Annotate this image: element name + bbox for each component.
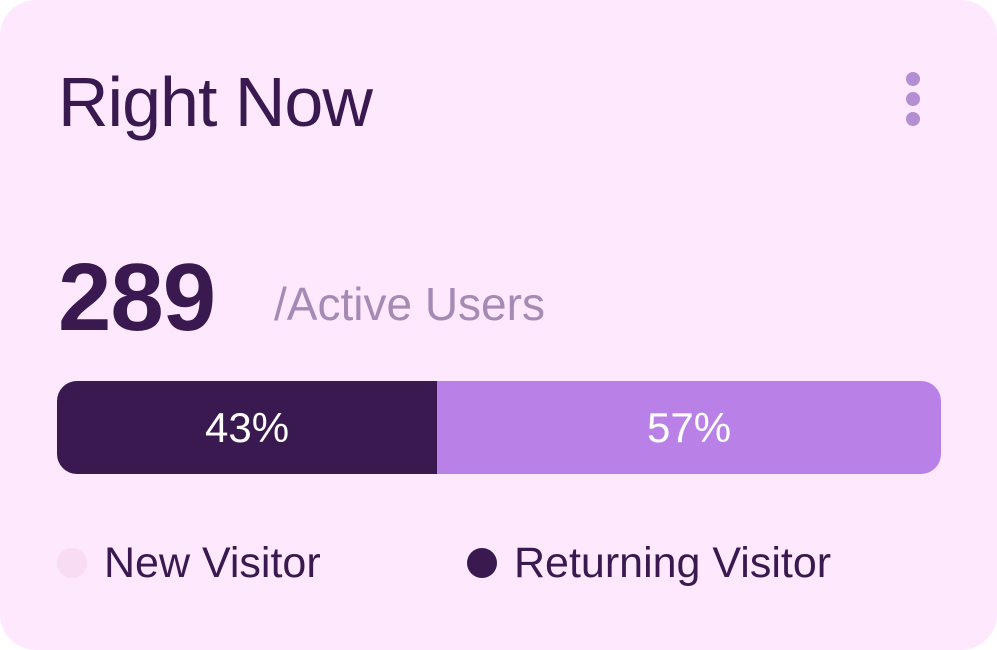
card-title: Right Now	[58, 63, 373, 141]
legend-label: Returning Visitor	[514, 539, 832, 587]
returning-visitor-segment: 57%	[437, 381, 941, 474]
more-vertical-icon[interactable]	[896, 70, 930, 128]
legend-label: New Visitor	[104, 539, 321, 587]
menu-dot	[906, 112, 920, 126]
active-users-count: 289	[58, 244, 216, 351]
active-users-label: /Active Users	[274, 278, 545, 330]
new-visitor-dot-icon	[57, 548, 87, 578]
menu-dot	[906, 92, 920, 106]
legend-returning-visitor: Returning Visitor	[467, 538, 831, 588]
new-visitor-segment: 43%	[57, 381, 438, 474]
menu-dot	[906, 72, 920, 86]
returning-visitor-dot-icon	[467, 548, 497, 578]
visitor-split-bar: 43% 57%	[57, 381, 941, 474]
legend-new-visitor: New Visitor	[57, 538, 321, 588]
